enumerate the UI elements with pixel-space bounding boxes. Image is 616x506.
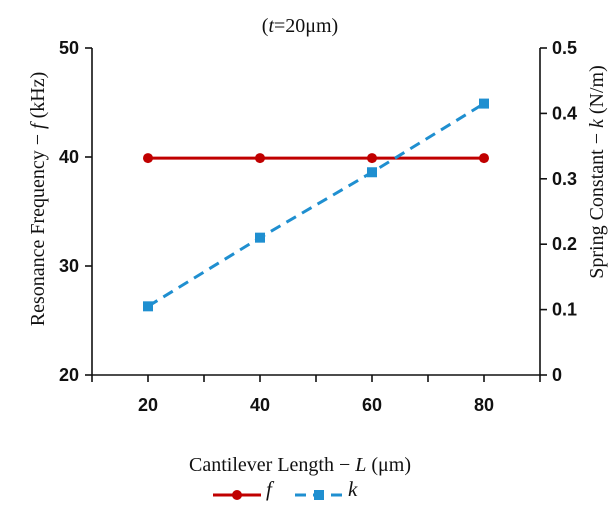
data-point-k bbox=[143, 301, 153, 312]
axes bbox=[91, 48, 541, 376]
x-axis-title: Cantilever Length − L (μm) bbox=[189, 454, 411, 476]
legend-label-k: k bbox=[348, 477, 358, 501]
legend-marker-k bbox=[314, 490, 324, 500]
series-layer bbox=[143, 98, 489, 312]
right-y-tick-label: 0 bbox=[552, 365, 562, 385]
right-y-tick-label: 0.4 bbox=[552, 103, 577, 123]
right-y-tick-label: 0.2 bbox=[552, 234, 577, 254]
left-y-tick-label: 20 bbox=[59, 365, 79, 385]
left-y-tick-label: 50 bbox=[59, 38, 79, 58]
legend-label-f: f bbox=[266, 477, 275, 501]
x-tick-label: 80 bbox=[474, 395, 494, 415]
left-y-tick-label: 40 bbox=[59, 147, 79, 167]
x-tick-label: 60 bbox=[362, 395, 382, 415]
data-point-f bbox=[479, 153, 489, 164]
tick-marks bbox=[85, 47, 547, 382]
right-y-axis-title: Spring Constant − k (N/m) bbox=[586, 65, 608, 279]
left-y-tick-label: 30 bbox=[59, 256, 79, 276]
left-y-axis-title: Resonance Frequency − f (kHz) bbox=[27, 72, 49, 327]
series-line-k bbox=[147, 102, 485, 308]
data-point-f bbox=[143, 153, 153, 164]
x-tick-label: 40 bbox=[250, 395, 270, 415]
data-point-f bbox=[367, 153, 377, 164]
right-y-tick-label: 0.5 bbox=[552, 38, 577, 58]
data-point-k bbox=[479, 98, 489, 109]
legend-marker-f bbox=[232, 490, 242, 500]
right-y-tick-label: 0.1 bbox=[552, 300, 577, 320]
right-y-tick-label: 0.3 bbox=[552, 169, 577, 189]
data-point-k bbox=[367, 167, 377, 178]
data-point-f bbox=[255, 153, 265, 164]
x-tick-label: 20 bbox=[138, 395, 158, 415]
chart-title: (t=20μm) bbox=[262, 15, 338, 37]
data-point-k bbox=[255, 232, 265, 243]
tick-labels: 20 40 60 80 20 30 40 50 0 0.1 0.2 0.3 0.4 0.5 bbox=[59, 38, 577, 415]
